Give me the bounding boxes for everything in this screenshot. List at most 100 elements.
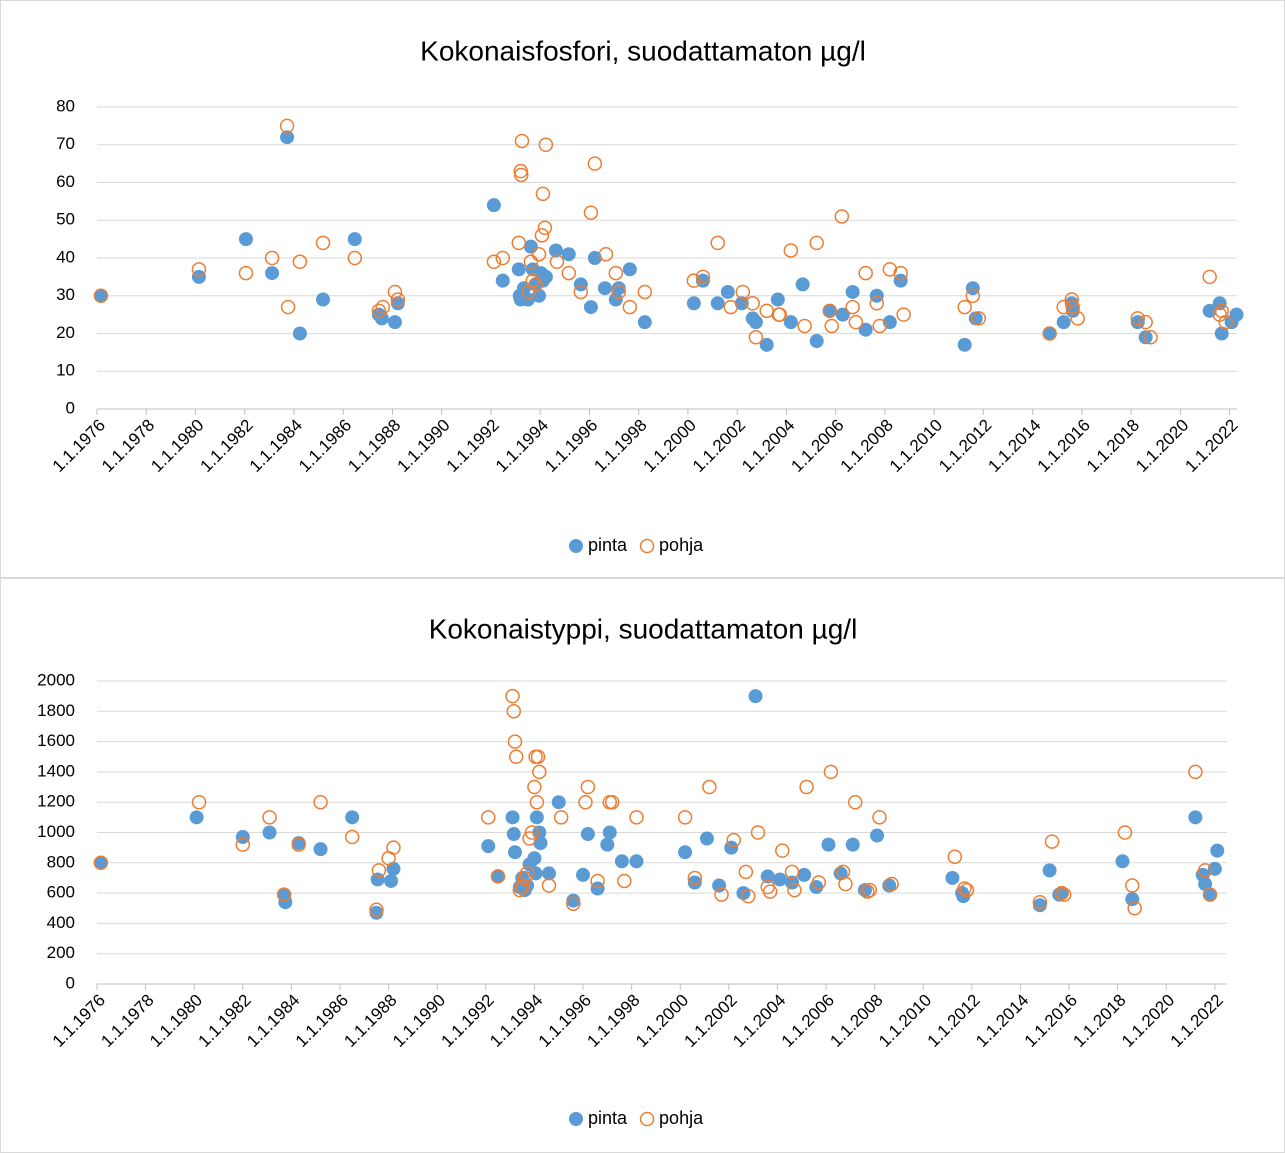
scatter-point [387, 284, 403, 300]
x-tick-label: 1.1.1982 [196, 416, 256, 476]
scatter-point [770, 292, 785, 307]
x-tick-label: 1.1.2010 [875, 991, 935, 1051]
scatter-point [677, 810, 693, 825]
scatter-point [720, 284, 735, 299]
scatter-point [1124, 878, 1140, 893]
scatter-point [775, 843, 790, 858]
scatter-point [371, 863, 387, 878]
scatter-point [276, 887, 292, 902]
x-tick-label: 1.1.1996 [535, 991, 595, 1051]
legend-label: pinta [588, 1108, 628, 1128]
scatter-point [835, 307, 850, 322]
x-tick-label: 1.1.1978 [98, 416, 158, 476]
x-tick-label: 1.1.2012 [924, 991, 984, 1051]
scatter-point [1044, 834, 1060, 849]
y-tick-label: 0 [66, 973, 75, 992]
scatter-point [235, 837, 251, 852]
scatter-point [748, 689, 763, 704]
scatter-point [1065, 303, 1080, 318]
scatter-point [1056, 299, 1071, 315]
y-tick-label: 20 [56, 323, 75, 342]
scatter-point [390, 292, 406, 307]
x-tick-label: 1.1.1982 [195, 991, 255, 1051]
scatter-point [495, 250, 511, 266]
scatter-point [884, 876, 899, 892]
scatter-point [573, 284, 589, 300]
scatter-point [602, 825, 617, 840]
scatter-point [387, 315, 402, 330]
scatter-point [797, 867, 812, 882]
scatter-point [532, 764, 547, 780]
scatter-point [347, 232, 362, 247]
scatter-point [580, 827, 595, 842]
scatter-point [93, 288, 108, 303]
scatter-point [481, 839, 496, 854]
x-tick-label: 1.1.2008 [837, 416, 897, 476]
scatter-point [797, 318, 812, 334]
scatter-point [371, 303, 387, 319]
scatter-point [772, 307, 788, 322]
y-tick-label: 200 [47, 943, 75, 962]
scatter-point [1202, 269, 1217, 285]
x-tick-label: 1.1.2022 [1181, 416, 1241, 476]
y-tick-label: 10 [56, 361, 75, 380]
scatter-point [515, 879, 530, 895]
scatter-point [611, 281, 626, 296]
scatter-point [386, 861, 401, 876]
scatter-point [279, 118, 295, 134]
scatter-point [695, 269, 711, 285]
scatter-point [580, 779, 596, 795]
scatter-point [93, 288, 109, 303]
scatter-point [809, 235, 824, 251]
x-tick-label: 1.1.2002 [681, 991, 741, 1051]
scatter-point [370, 872, 385, 887]
scatter-point [762, 884, 778, 899]
x-tick-label: 1.1.1976 [49, 416, 109, 476]
scatter-point [608, 265, 624, 281]
x-tick-label: 1.1.1998 [583, 991, 643, 1051]
scatter-point [823, 764, 839, 780]
chart: Kokonaisfosfori, suodattamaton µg/l 0 10 20… [49, 35, 1244, 555]
x-tick-label: 1.1.2006 [787, 416, 847, 476]
scatter-point [490, 869, 505, 884]
scatter-point [549, 254, 565, 270]
x-tick-label: 1.1.1984 [246, 416, 306, 476]
scatter-point [1125, 892, 1140, 907]
scatter-point [583, 300, 598, 315]
y-tick-label: 800 [47, 852, 75, 871]
scatter-point [710, 296, 725, 311]
scatter-point [1214, 326, 1229, 341]
y-tick-label: 40 [56, 247, 75, 266]
scatter-point [291, 837, 306, 852]
scatter-point [528, 277, 544, 292]
scatter-point [1042, 863, 1057, 878]
scatter-point [957, 881, 972, 896]
scatter-point [1218, 314, 1233, 330]
scatter-point [542, 866, 556, 881]
scatter-point [533, 836, 548, 851]
scatter-point [795, 277, 810, 292]
chart-panel: Kokonaisfosfori, suodattamaton µg/l 0 10 20… [0, 0, 1285, 578]
x-tick-label: 1.1.2004 [738, 416, 798, 476]
x-tick-label: 1.1.2008 [826, 991, 886, 1051]
scatter-point [945, 870, 960, 885]
scatter-point [1143, 330, 1158, 345]
scatter-point [869, 288, 884, 303]
y-tick-label: 1600 [37, 731, 75, 750]
scatter-point [541, 878, 557, 893]
scatter-point [1054, 885, 1070, 901]
scatter-point [191, 794, 207, 810]
scatter-point [858, 322, 873, 337]
scatter-point [759, 303, 774, 319]
x-tick-label: 1.1.2016 [1034, 416, 1094, 476]
scatter-point [1229, 307, 1244, 322]
scatter-point [809, 334, 824, 349]
scatter-point [869, 296, 885, 311]
scatter-point [553, 810, 569, 825]
scatter-point [490, 869, 506, 884]
scatter-point [736, 886, 751, 901]
scatter-point [637, 284, 653, 300]
scatter-point [561, 265, 577, 281]
scatter-point [783, 243, 799, 258]
